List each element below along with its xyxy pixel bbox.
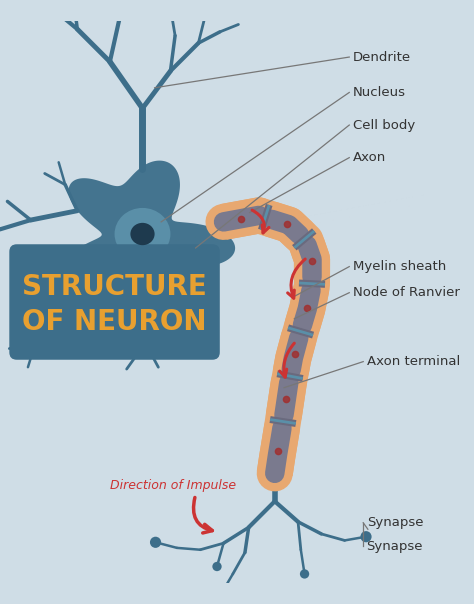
FancyArrowPatch shape	[288, 259, 305, 298]
Ellipse shape	[130, 223, 155, 245]
Text: Node of Ranvier: Node of Ranvier	[353, 286, 460, 299]
Circle shape	[212, 562, 222, 571]
FancyArrowPatch shape	[280, 343, 294, 377]
Text: Cell body: Cell body	[353, 118, 415, 132]
Text: Myelin sheath: Myelin sheath	[353, 260, 446, 273]
Ellipse shape	[115, 208, 171, 260]
Text: Synapse: Synapse	[367, 516, 423, 529]
Text: Direction of Impulse: Direction of Impulse	[110, 479, 236, 492]
Circle shape	[300, 570, 309, 579]
Text: Dendrite: Dendrite	[353, 51, 411, 63]
FancyArrowPatch shape	[252, 210, 269, 233]
Circle shape	[150, 537, 161, 548]
Text: Synapse: Synapse	[366, 539, 422, 553]
Circle shape	[219, 585, 228, 594]
Text: STRUCTURE: STRUCTURE	[22, 273, 207, 301]
FancyBboxPatch shape	[9, 244, 220, 360]
Circle shape	[360, 531, 372, 542]
Text: Axon: Axon	[353, 151, 386, 164]
Text: OF NEURON: OF NEURON	[22, 309, 207, 336]
FancyArrowPatch shape	[193, 498, 212, 533]
Polygon shape	[54, 161, 235, 314]
Text: Axon terminal: Axon terminal	[367, 355, 460, 368]
Text: Nucleus: Nucleus	[353, 86, 406, 99]
